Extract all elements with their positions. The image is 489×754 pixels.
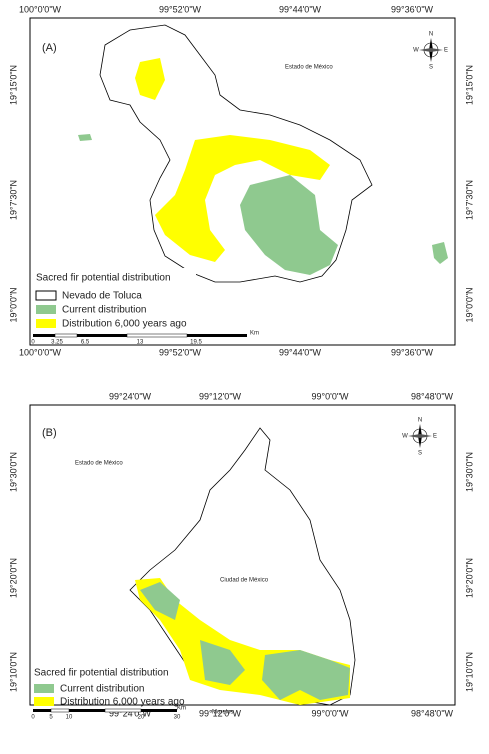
current-distribution [140, 582, 180, 620]
tick-label: 99°36'0"W [391, 347, 434, 357]
legend-title: Sacred fir potential distribution [34, 668, 169, 679]
legend-item: Distribution 6,000 years ago [60, 697, 185, 708]
compass: N S E W [413, 32, 448, 71]
compass-e: E [433, 434, 437, 440]
tick-label: 99°0'0"W [311, 708, 349, 718]
scale-bar: 0 5 10 20 30 Km [31, 706, 186, 721]
current-distribution [78, 134, 92, 141]
compass-n: N [429, 32, 433, 38]
tick-label: 99°44'0"W [279, 347, 322, 357]
place-label: Ciudad de México [220, 578, 269, 584]
panel-a: (A) Estado de México 100°0'0"W 99°52'0"W… [8, 4, 474, 357]
compass-w: W [413, 48, 419, 54]
scale-label: 0 [31, 340, 35, 346]
current-distribution [200, 640, 245, 685]
tick-label: 19°7'30"N [8, 180, 18, 220]
tick-label: 19°15'0"N [464, 65, 474, 105]
compass-s: S [429, 65, 433, 71]
tick-label: 98°48'0"W [411, 708, 454, 718]
place-label: Morelos [212, 710, 233, 716]
past-distribution [155, 135, 330, 262]
scale-label: 5 [49, 715, 53, 721]
tick-label: 100°0'0"W [19, 347, 62, 357]
tick-label: 99°12'0"W [199, 391, 242, 401]
tick-label: 19°0'0"N [464, 287, 474, 322]
legend-item: Distribution 6,000 years ago [62, 319, 187, 330]
tick-label: 19°30'0"N [464, 452, 474, 492]
tick-label: 99°0'0"W [311, 391, 349, 401]
tick-label: 99°24'0"W [109, 391, 152, 401]
tick-label: 99°12'0"W [199, 708, 242, 718]
tick-label: 99°52'0"W [159, 347, 202, 357]
tick-label: 98°48'0"W [411, 391, 454, 401]
scale-label: 30 [174, 715, 181, 721]
panel-label: (B) [42, 427, 57, 439]
tick-label: 99°24'0"W [109, 708, 152, 718]
tick-label: 19°10'0"N [8, 652, 18, 692]
place-label: Estado de México [75, 461, 123, 467]
panel-label: (A) [42, 42, 57, 54]
scale-label: 0 [31, 715, 35, 721]
scale-label: 19.5 [190, 340, 202, 346]
tick-label: 99°36'0"W [391, 4, 434, 14]
legend-title: Sacred fir potential distribution [36, 273, 171, 284]
compass-w: W [402, 434, 408, 440]
tick-label: 19°0'0"N [8, 287, 18, 322]
legend-swatch [36, 319, 56, 328]
legend-swatch [34, 697, 54, 706]
legend [31, 664, 181, 704]
tick-label: 19°20'0"N [464, 558, 474, 598]
scale-unit: Km [177, 706, 186, 712]
legend-item: Current distribution [60, 684, 144, 695]
compass-e: E [444, 48, 448, 54]
compass-n: N [418, 418, 422, 424]
scale-bar: 0 3.25 6.5 13 19.5 Km [31, 331, 259, 346]
scale-label: 6.5 [81, 340, 90, 346]
legend-item: Current distribution [62, 305, 146, 316]
tick-label: 99°44'0"W [279, 4, 322, 14]
legend-swatch [34, 684, 54, 693]
legend [31, 268, 196, 334]
scale-label: 20 [138, 715, 145, 721]
compass: N S E W [402, 418, 437, 457]
legend-swatch [36, 305, 56, 314]
tick-label: 99°52'0"W [159, 4, 202, 14]
scale-label: 3.25 [51, 340, 63, 346]
tick-label: 19°30'0"N [8, 452, 18, 492]
current-distribution [432, 242, 448, 264]
tick-label: 19°20'0"N [8, 558, 18, 598]
current-distribution [240, 175, 338, 275]
tick-label: 100°0'0"W [19, 4, 62, 14]
scale-unit: Km [250, 331, 259, 337]
panel-b: (B) Estado de México Ciudad de México Mo… [8, 391, 474, 720]
tick-label: 19°7'30"N [464, 180, 474, 220]
legend-swatch [35, 290, 57, 301]
current-distribution [262, 650, 350, 700]
legend-item: Nevado de Toluca [62, 291, 142, 302]
scale-label: 10 [66, 715, 73, 721]
place-label: Estado de México [285, 65, 333, 71]
tick-label: 19°15'0"N [8, 65, 18, 105]
scale-label: 13 [137, 340, 144, 346]
tick-label: 19°10'0"N [464, 652, 474, 692]
past-distribution [135, 58, 165, 100]
compass-s: S [418, 451, 422, 457]
